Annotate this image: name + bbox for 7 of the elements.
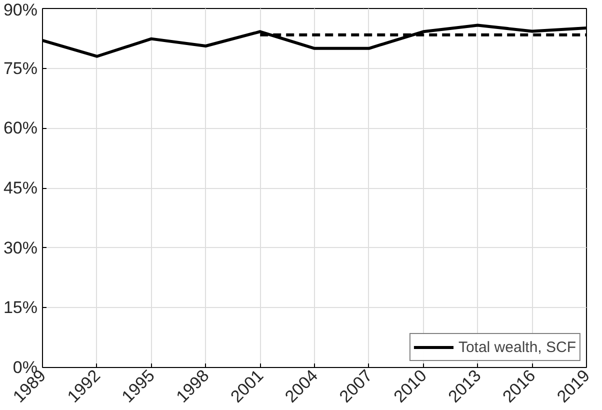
y-tick-label: 45% xyxy=(3,178,38,198)
y-tick-label: 15% xyxy=(3,298,38,318)
y-tick-label: 30% xyxy=(3,238,38,258)
y-tick-label: 90% xyxy=(3,0,38,20)
legend-label: Total wealth, SCF xyxy=(458,338,576,356)
y-tick-label: 60% xyxy=(3,118,38,138)
y-tick-label: 75% xyxy=(3,58,38,78)
